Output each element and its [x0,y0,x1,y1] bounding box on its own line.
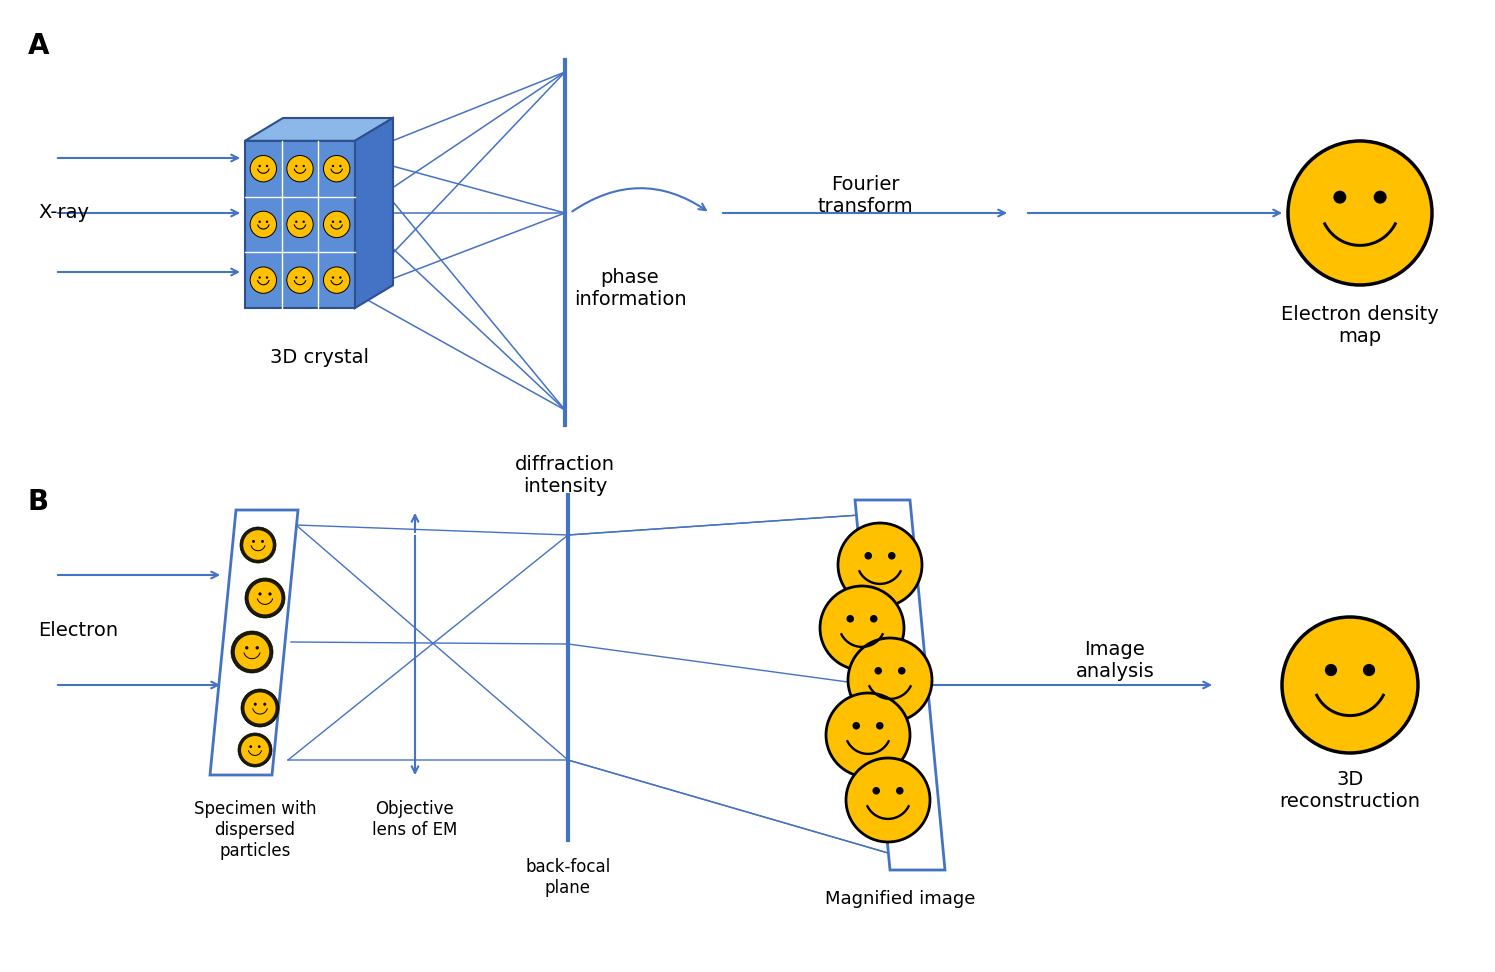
Circle shape [876,722,884,730]
Circle shape [266,221,268,223]
Circle shape [332,221,335,223]
Circle shape [287,267,312,294]
Circle shape [323,211,350,237]
Circle shape [256,646,259,649]
Circle shape [332,165,335,167]
Circle shape [248,581,281,614]
Polygon shape [354,118,393,308]
Circle shape [888,552,896,560]
Circle shape [1374,191,1387,204]
Circle shape [287,156,312,182]
Circle shape [241,689,280,727]
Polygon shape [245,118,393,141]
Circle shape [259,221,260,223]
Circle shape [875,667,882,675]
Text: 3D
reconstruction: 3D reconstruction [1280,770,1420,811]
Text: Fourier
transform: Fourier transform [818,175,913,216]
Circle shape [819,586,904,670]
Circle shape [238,733,272,767]
Circle shape [263,703,266,706]
Circle shape [864,552,872,560]
Circle shape [244,531,272,560]
Text: Specimen with
dispersed
particles: Specimen with dispersed particles [194,800,317,859]
Text: B: B [28,488,49,516]
Circle shape [839,523,922,607]
Circle shape [846,615,854,622]
Circle shape [245,578,286,618]
Circle shape [846,758,930,842]
Circle shape [245,646,248,649]
Text: Electron: Electron [37,620,118,640]
Circle shape [259,746,260,748]
Circle shape [1289,141,1432,285]
Text: phase
information: phase information [574,268,686,309]
Text: 3D crystal: 3D crystal [269,348,368,367]
Circle shape [332,276,335,279]
Circle shape [852,722,860,730]
Circle shape [870,615,878,622]
Circle shape [241,736,269,764]
Circle shape [898,667,906,675]
Polygon shape [855,500,945,870]
Text: diffraction
intensity: diffraction intensity [514,455,614,496]
Circle shape [259,276,260,279]
Circle shape [295,276,298,279]
Circle shape [339,165,341,167]
Circle shape [302,276,305,279]
Text: Electron density
map: Electron density map [1281,305,1438,346]
Circle shape [269,592,272,596]
Circle shape [896,787,903,794]
Circle shape [244,692,275,723]
Circle shape [295,165,298,167]
Circle shape [848,638,931,722]
Circle shape [241,527,277,563]
Circle shape [323,267,350,294]
Circle shape [232,631,274,673]
Circle shape [266,276,268,279]
Circle shape [302,165,305,167]
Circle shape [259,165,260,167]
Text: X-ray: X-ray [37,203,90,223]
Circle shape [339,276,341,279]
Circle shape [1325,664,1337,677]
Circle shape [1283,617,1417,753]
Circle shape [250,267,277,294]
Circle shape [254,703,257,706]
Circle shape [250,211,277,237]
Circle shape [287,211,312,237]
Circle shape [827,693,910,777]
Circle shape [339,221,341,223]
Polygon shape [209,510,298,775]
Circle shape [1363,664,1375,677]
Circle shape [323,156,350,182]
Text: Objective
lens of EM: Objective lens of EM [372,800,457,839]
Text: Magnified image: Magnified image [825,890,975,908]
Circle shape [873,787,881,794]
Circle shape [250,156,277,182]
Circle shape [250,746,253,748]
Circle shape [295,221,298,223]
Circle shape [1334,191,1347,204]
Circle shape [302,221,305,223]
Circle shape [253,540,256,542]
Text: Image
analysis: Image analysis [1075,640,1154,681]
Circle shape [259,592,262,596]
Circle shape [266,165,268,167]
Polygon shape [245,141,354,308]
Circle shape [235,635,269,669]
Text: A: A [28,32,49,60]
Text: back-focal
plane: back-focal plane [525,858,610,897]
Circle shape [262,540,265,542]
